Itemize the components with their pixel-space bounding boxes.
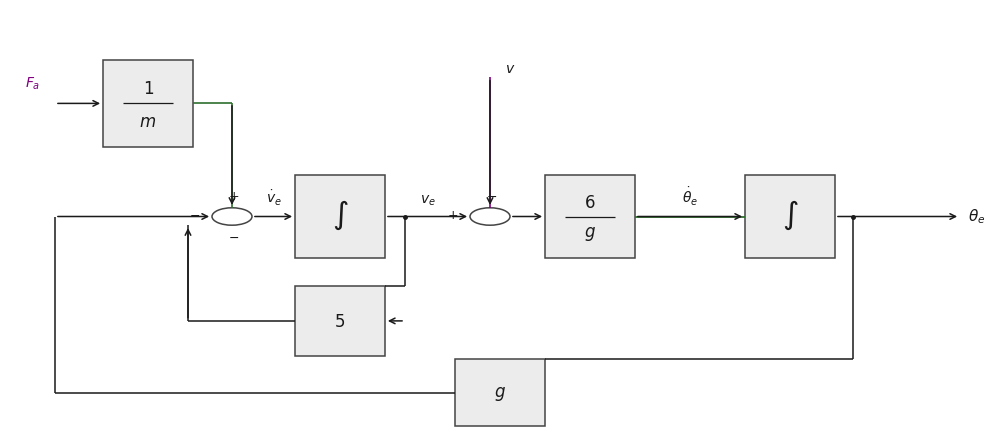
Text: $v$: $v$ (505, 62, 515, 76)
Text: $\dot{\theta}_e$: $\dot{\theta}_e$ (682, 185, 698, 207)
Text: $g$: $g$ (494, 384, 506, 402)
Text: $v_e$: $v_e$ (420, 193, 435, 207)
Text: 5: 5 (335, 312, 345, 330)
Text: $-$: $-$ (228, 230, 240, 243)
Text: $g$: $g$ (584, 224, 596, 243)
Text: $\int$: $\int$ (782, 198, 798, 231)
Text: +: + (229, 190, 239, 203)
Text: $-$: $-$ (486, 190, 498, 203)
Bar (455, 359, 545, 426)
Bar (103, 61, 193, 148)
Text: $\dot{v}_e$: $\dot{v}_e$ (266, 188, 281, 207)
Bar (745, 176, 835, 258)
Text: $m$: $m$ (139, 112, 157, 131)
Bar (295, 286, 385, 356)
Bar (545, 176, 635, 258)
Bar (295, 176, 385, 258)
Text: 6: 6 (585, 194, 595, 212)
Text: $F_a$: $F_a$ (25, 76, 40, 92)
Text: $-$: $-$ (189, 209, 200, 222)
Text: $\theta_e$: $\theta_e$ (968, 207, 985, 225)
Text: $\int$: $\int$ (332, 198, 348, 231)
Text: +: + (447, 209, 458, 222)
Text: 1: 1 (143, 80, 153, 98)
